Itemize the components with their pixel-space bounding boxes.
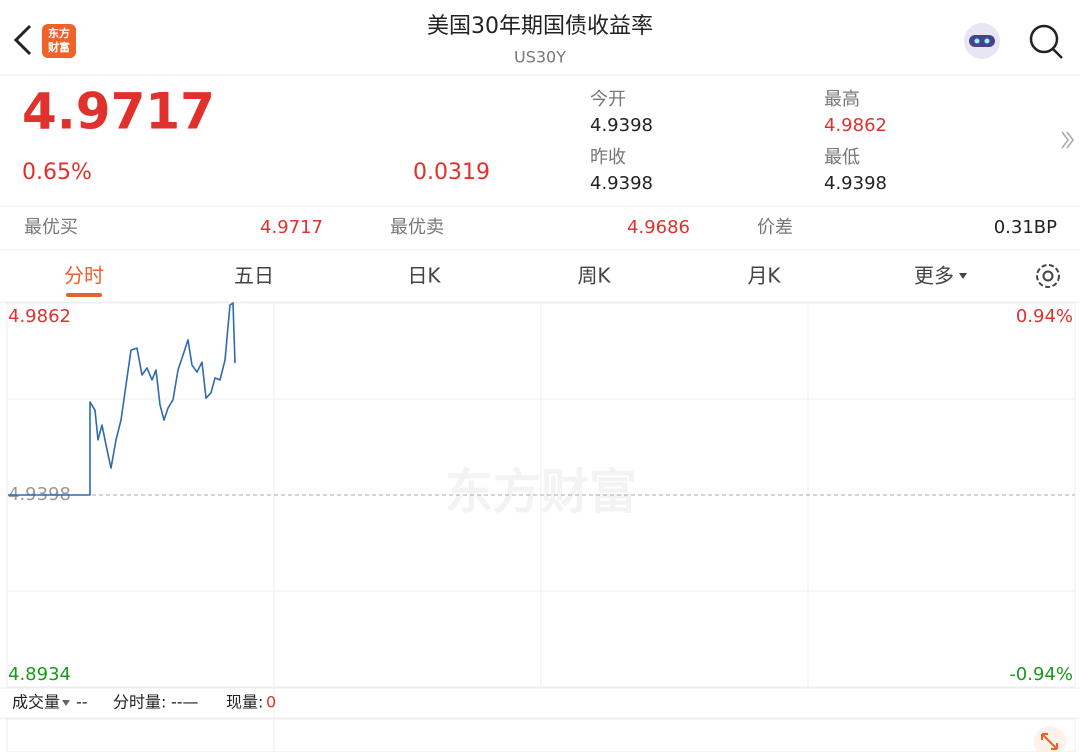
order-label: 最优买 (24, 217, 78, 238)
assistant-icon[interactable] (964, 23, 1000, 59)
footer-label[interactable]: 成交量 (12, 693, 60, 712)
footer-label: 现量: (226, 693, 263, 712)
order-value: 0.31BP (994, 217, 1057, 238)
subtitle: US30Y (514, 48, 566, 67)
price-line (8, 302, 236, 496)
stat-label: 今开 (590, 89, 626, 110)
footer-value: --— (171, 693, 199, 712)
expand-chevron[interactable] (1061, 131, 1074, 149)
footer-value: 0 (266, 693, 276, 712)
stat-value: 4.9398 (590, 115, 653, 136)
tab[interactable]: 周K (577, 264, 611, 288)
logo-text: 东方 (48, 26, 70, 40)
footer-value: -- (76, 693, 88, 712)
title: 美国30年期国债收益率 (427, 14, 653, 39)
fullscreen-button[interactable] (1034, 726, 1066, 752)
order-value: 4.9717 (260, 217, 323, 238)
volume-panel (6, 718, 1076, 752)
y2-tick-label: -0.94% (1009, 664, 1073, 685)
change: 0.0319 (413, 160, 490, 185)
tab[interactable]: 五日 (234, 264, 274, 288)
tab[interactable]: 月K (747, 264, 781, 288)
tab-active[interactable]: 分时 (64, 264, 104, 288)
tab[interactable]: 日K (407, 264, 441, 288)
order-label: 最优卖 (390, 217, 444, 238)
dropdown-arrow (62, 700, 70, 706)
stat-value: 4.9398 (824, 173, 887, 194)
back-button[interactable] (13, 24, 32, 56)
stat-label: 昨收 (590, 147, 626, 168)
settings-icon[interactable] (1036, 264, 1060, 288)
y-tick-label: 4.8934 (8, 664, 71, 685)
search-icon[interactable] (1029, 24, 1063, 59)
tab[interactable]: 更多 (914, 264, 954, 288)
stat-value: 4.9862 (824, 115, 887, 136)
y2-tick-label: 0.94% (1016, 306, 1073, 327)
order-label: 价差 (757, 217, 793, 238)
stat-value: 4.9398 (590, 173, 653, 194)
logo[interactable] (42, 24, 76, 58)
tab-underline (66, 293, 102, 297)
order-value: 4.9686 (627, 217, 690, 238)
change-pct: 0.65% (22, 160, 92, 185)
y-tick-label: 4.9862 (8, 306, 71, 327)
watermark: 东方财富 (445, 464, 637, 520)
price: 4.9717 (22, 83, 215, 141)
footer-label: 分时量: (113, 693, 166, 712)
dropdown-arrow (959, 273, 967, 279)
stat-label: 最低 (824, 147, 860, 168)
stat-label: 最高 (824, 89, 860, 110)
logo-text: 财富 (47, 40, 70, 54)
